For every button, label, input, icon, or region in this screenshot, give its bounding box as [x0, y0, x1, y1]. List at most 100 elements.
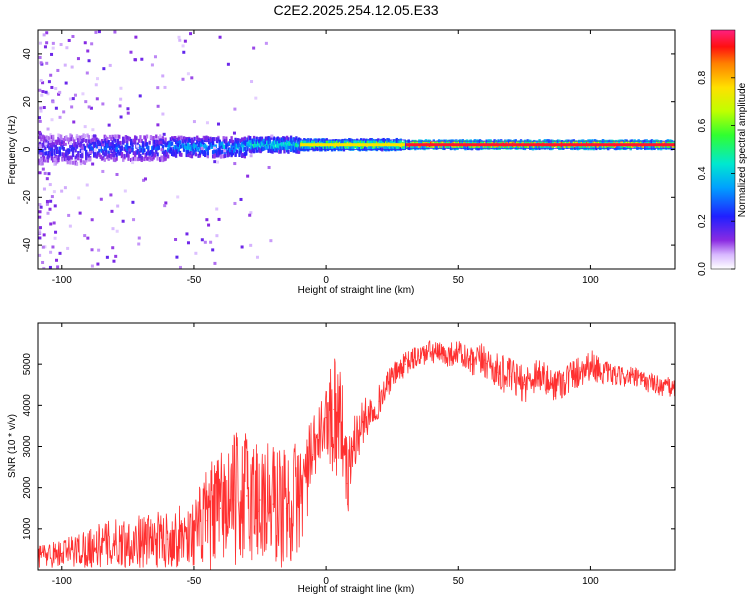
heatmap-cell: [452, 139, 455, 144]
heatmap-noise-cell: [38, 41, 42, 45]
heatmap-noise-cell: [109, 193, 113, 197]
heatmap-cell: [247, 143, 250, 148]
heatmap-noise-cell: [41, 90, 45, 94]
heatmap-noise-cell: [249, 243, 253, 247]
heatmap-cell: [518, 140, 521, 145]
heatmap-cell: [386, 146, 389, 151]
heatmap-cell: [588, 144, 591, 149]
heatmap-cell: [108, 134, 112, 139]
heatmap-cell: [211, 141, 215, 146]
heatmap-cell: [295, 142, 298, 147]
heatmap-cell: [164, 137, 167, 142]
heatmap-cell: [61, 145, 64, 150]
heatmap-cell: [44, 136, 47, 141]
heatmap-cell: [231, 141, 235, 146]
heatmap-cell: [41, 161, 44, 166]
heatmap-cell: [145, 151, 149, 156]
heatmap-cell: [172, 148, 175, 153]
heatmap-noise-cell: [41, 260, 45, 264]
heatmap-cell: [379, 138, 383, 143]
heatmap-cell: [587, 145, 590, 150]
heatmap-cell: [118, 144, 121, 149]
heatmap-cell: [49, 147, 52, 152]
heatmap-cell: [197, 153, 200, 158]
heatmap-cell: [93, 144, 96, 149]
heatmap-cell: [379, 140, 383, 145]
heatmap-cell: [460, 144, 463, 149]
heatmap-cell: [218, 145, 221, 150]
heatmap-cell: [38, 160, 42, 165]
heatmap-cell: [180, 152, 183, 157]
heatmap-cell: [126, 143, 129, 148]
heatmap-cell: [514, 145, 517, 150]
x-tick-label: 0: [323, 576, 329, 587]
heatmap-noise-cell: [160, 148, 164, 152]
heatmap-cell: [608, 139, 611, 144]
heatmap-cell: [95, 137, 98, 142]
heatmap-cell: [609, 139, 613, 144]
heatmap-cell: [110, 142, 113, 147]
heatmap-cell: [153, 139, 157, 144]
heatmap-cell: [123, 153, 126, 158]
heatmap-cell: [398, 139, 401, 144]
heatmap-cell: [181, 139, 184, 144]
heatmap-noise-cell: [42, 33, 46, 37]
heatmap-cell: [168, 142, 171, 147]
heatmap-cell: [211, 143, 215, 148]
heatmap-cell: [566, 139, 569, 144]
heatmap-cell: [271, 149, 274, 154]
x-tick-label: -50: [187, 275, 202, 286]
heatmap-cell: [435, 145, 438, 150]
heatmap-cell: [106, 136, 109, 141]
heatmap-cell: [225, 146, 228, 151]
heatmap-cell: [583, 144, 586, 149]
heatmap-cell: [391, 146, 395, 151]
heatmap-cell: [622, 145, 626, 150]
heatmap-cell: [173, 137, 176, 142]
heatmap-cell: [165, 150, 169, 155]
heatmap-cell: [615, 139, 618, 144]
heatmap-noise-cell: [161, 112, 165, 116]
heatmap-cell: [344, 144, 347, 149]
heatmap-cell: [272, 140, 276, 145]
heatmap-cell: [45, 139, 48, 144]
heatmap-cell: [46, 136, 50, 141]
heatmap-cell: [148, 157, 151, 162]
heatmap-cell: [288, 145, 291, 150]
heatmap-cell: [196, 139, 199, 144]
heatmap-cell: [248, 148, 252, 153]
heatmap-cell: [328, 140, 331, 145]
heatmap-cell: [546, 141, 549, 146]
heatmap-noise-cell: [94, 83, 98, 87]
heatmap-cell: [169, 137, 172, 142]
heatmap-noise-cell: [140, 57, 144, 61]
heatmap-cell: [295, 136, 298, 141]
heatmap-noise-cell: [163, 204, 167, 208]
heatmap-cell: [225, 148, 228, 153]
heatmap-noise-cell: [44, 90, 48, 94]
heatmap-noise-cell: [119, 97, 123, 101]
heatmap-cell: [276, 141, 280, 146]
heatmap-cell: [65, 149, 68, 154]
heatmap-cell: [204, 136, 207, 141]
heatmap-cell: [243, 136, 246, 141]
heatmap-cell: [517, 144, 520, 149]
heatmap-cell: [308, 146, 311, 151]
heatmap-cell: [301, 144, 305, 149]
heatmap-cell: [46, 158, 50, 163]
heatmap-cell: [58, 134, 61, 139]
heatmap-cell: [403, 139, 406, 144]
heatmap-cell: [132, 138, 135, 143]
heatmap-cell: [77, 138, 80, 143]
heatmap-cell: [127, 145, 130, 150]
heatmap-cell: [589, 145, 593, 150]
heatmap-cell: [267, 140, 270, 145]
heatmap-cell: [259, 144, 262, 149]
heatmap-cell: [558, 145, 561, 150]
heatmap-cell: [605, 145, 609, 150]
heatmap-cell: [52, 134, 55, 139]
heatmap-cell: [74, 148, 77, 153]
heatmap-cell: [95, 144, 98, 149]
heatmap-cell: [292, 142, 295, 147]
heatmap-noise-cell: [97, 30, 101, 34]
